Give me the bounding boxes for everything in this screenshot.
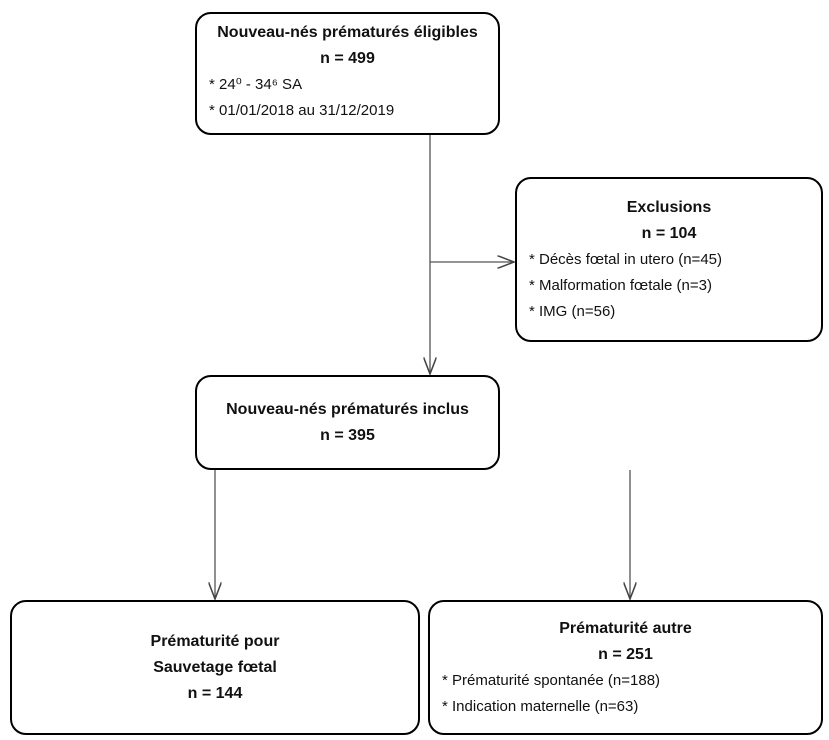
node-item: * Indication maternelle (n=63) — [442, 697, 639, 715]
node: Exclusions n = 104 * Décès fœtal in uter… — [515, 177, 823, 342]
node-title: Sauvetage fœtal — [153, 658, 277, 676]
node-item: * Prématurité spontanée (n=188) — [442, 671, 661, 689]
node-item: * 24⁰ - 34⁶ SA — [209, 76, 303, 93]
node-item: * IMG (n=56) — [529, 302, 616, 320]
node-title: Prématurité pour — [150, 632, 280, 650]
node: Nouveau-nés prématurés inclus n = 395 — [195, 375, 500, 470]
node-count: n = 104 — [641, 224, 697, 242]
node: Prématurité pour Sauvetage fœtal n = 144 — [10, 600, 420, 735]
node: Nouveau-nés prématurés éligibles n = 499… — [195, 12, 500, 135]
node-count: n = 499 — [320, 50, 375, 67]
node-count: n = 144 — [187, 684, 243, 702]
node: Prématurité autre n = 251 * Prématurité … — [428, 600, 823, 735]
node-item: * Décès fœtal in utero (n=45) — [529, 250, 723, 268]
node-title: Prématurité autre — [559, 619, 692, 637]
node-title: Nouveau-nés prématurés éligibles — [217, 24, 478, 41]
node-count: n = 251 — [598, 645, 653, 663]
node-title: Nouveau-nés prématurés inclus — [226, 400, 469, 418]
node-count: n = 395 — [320, 426, 375, 444]
node-item: * Malformation fœtale (n=3) — [529, 276, 712, 294]
node-title: Exclusions — [626, 198, 712, 216]
node-item: * 01/01/2018 au 31/12/2019 — [209, 102, 395, 119]
